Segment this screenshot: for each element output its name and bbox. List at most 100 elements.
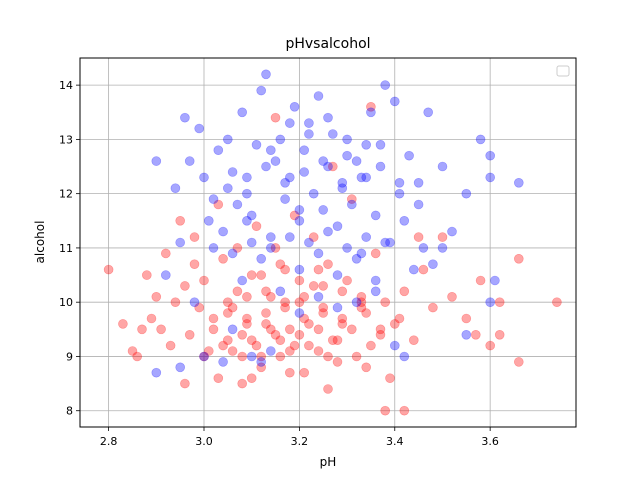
scatter-point-series-1 [246,373,257,384]
scatter-point-series-2 [342,134,352,145]
x-tick-label: 3.4 [386,435,404,448]
scatter-point-series-1 [428,302,438,313]
scatter-point-series-2 [399,351,410,362]
scatter-point-series-1 [332,335,343,346]
scatter-point-series-2 [346,199,357,210]
scatter-point-series-1 [318,281,329,291]
scatter-point-series-2 [337,183,348,193]
scatter-point-series-2 [351,156,362,166]
scatter-point-series-1 [184,329,195,340]
scatter-point-series-2 [289,102,300,112]
scatter-point-series-2 [490,275,500,286]
legend-box [556,65,570,77]
scatter-point-series-2 [304,237,314,248]
scatter-point-series-1 [337,313,348,324]
scatter-point-series-1 [513,253,524,264]
scatter-point-series-2 [294,264,305,275]
scatter-point-series-1 [356,291,367,302]
scatter-point-series-2 [437,243,448,253]
scatter-point-series-2 [313,248,324,259]
scatter-point-series-1 [552,297,562,308]
scatter-point-series-2 [389,96,400,107]
scatter-point-series-2 [256,253,267,264]
y-tick-label: 11 [59,242,73,255]
scatter-point-series-2 [351,253,362,264]
scatter-point-series-2 [475,134,486,145]
scatter-point-series-1 [218,253,228,264]
scatter-point-series-2 [284,232,295,242]
scatter-point-series-2 [356,172,367,183]
scatter-point-series-2 [370,286,381,297]
scatter-point-series-2 [418,243,429,253]
scatter-point-series-1 [346,194,357,204]
scatter-point-series-1 [146,313,157,324]
scatter-point-series-1 [366,102,376,112]
scatter-point-series-2 [242,188,252,199]
scatter-point-series-1 [284,346,295,356]
scatter-point-series-2 [361,232,372,242]
scatter-point-series-1 [227,302,238,313]
scatter-point-series-2 [218,226,228,237]
scatter-point-series-1 [375,324,386,335]
scatter-point-series-1 [223,335,233,346]
scatter-point-series-2 [294,308,305,318]
scatter-point-series-1 [237,351,247,362]
scatter-point-series-1 [137,324,147,335]
scatter-point-series-2 [237,107,247,118]
scatter-point-series-2 [404,150,414,161]
scatter-point-series-1 [265,291,276,302]
scatter-point-series-1 [242,313,252,324]
y-tick-label: 13 [59,133,73,146]
scatter-point-series-1 [361,308,372,318]
scatter-point-series-1 [289,210,300,221]
scatter-point-series-1 [280,302,290,313]
scatter-point-series-1 [294,297,305,308]
scatter-point-series-1 [475,275,486,286]
scatter-point-series-1 [337,319,348,329]
scatter-point-series-2 [313,91,324,101]
scatter-point-series-2 [161,270,171,280]
scatter-point-series-1 [399,286,410,297]
scatter-point-series-2 [389,340,400,351]
scatter-point-series-1 [218,340,228,351]
scatter-point-series-1 [313,264,324,275]
scatter-point-series-2 [204,216,214,226]
ticks: 2.8 3.0 3.2 3.4 3.6 8 9 10 11 12 13 14 [59,79,499,448]
scatter-point-series-1 [242,291,252,302]
scatter-point-series-1 [223,308,233,318]
scatter-point-series-1 [318,308,329,318]
scatter-point-series-2 [332,302,343,313]
scatter-point-series-2 [294,205,305,215]
scatter-point-series-1 [284,367,295,378]
grid [80,58,576,427]
scatter-point-series-2 [318,156,329,166]
scatter-point-series-2 [332,270,343,280]
scatter-point-series-2 [213,145,224,155]
scatter-point-series-2 [485,150,496,161]
scatter-point-series-1 [161,248,171,259]
scatter-point-series-2 [428,259,438,270]
scatter-point-series-2 [261,161,271,172]
scatter-point-series-1 [399,405,410,416]
scatter-point-series-1 [361,362,372,373]
scatter-point-series-2 [375,161,386,172]
scatter-point-series-1 [142,270,152,280]
scatter-point-series-1 [199,275,209,286]
scatter-point-series-1 [194,302,204,313]
y-tick-label: 12 [59,188,73,201]
scatter-point-series-1 [346,324,357,335]
scatter-point-series-2 [413,178,424,188]
scatter-point-series-2 [327,129,338,139]
y-tick-label: 9 [66,350,73,363]
x-tick-label: 3.2 [291,435,309,448]
x-tick-label: 2.8 [100,435,118,448]
scatter-point-series-1 [342,275,352,286]
scatter-point-series-1 [304,340,314,351]
scatter-point-series-2 [237,275,247,286]
scatter-point-series-1 [227,346,238,356]
scatter-point-series-2 [246,351,257,362]
scatter-point-series-2 [170,183,181,193]
scatter-point-series-2 [199,172,209,183]
scatter-point-series-1 [256,362,267,373]
scatter-point-series-1 [299,367,310,378]
